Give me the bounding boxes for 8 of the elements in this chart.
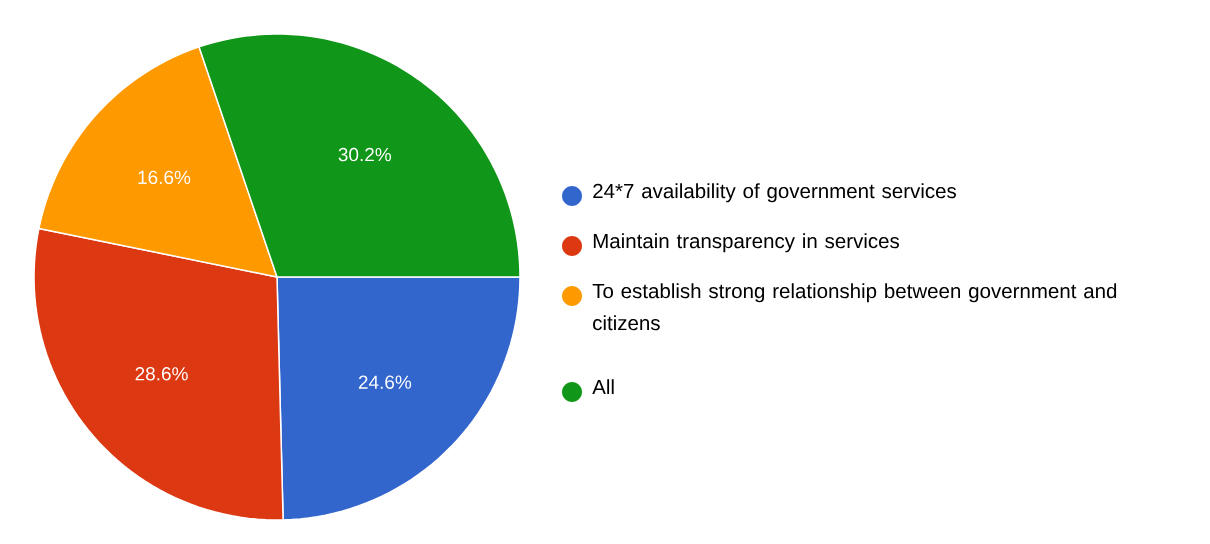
data-label: 30.2% [338,147,392,162]
legend-label: To establish strong relationship between government and citizens [592,283,1117,331]
legend-label: 24*7 availability of government services [593,183,957,203]
legend-label: All [592,379,614,395]
legend-label: Maintain transparency in services [593,233,900,253]
data-label: 24.6% [358,375,412,389]
data-label: 16.6% [138,170,191,185]
data-label: 28.6% [135,367,188,381]
